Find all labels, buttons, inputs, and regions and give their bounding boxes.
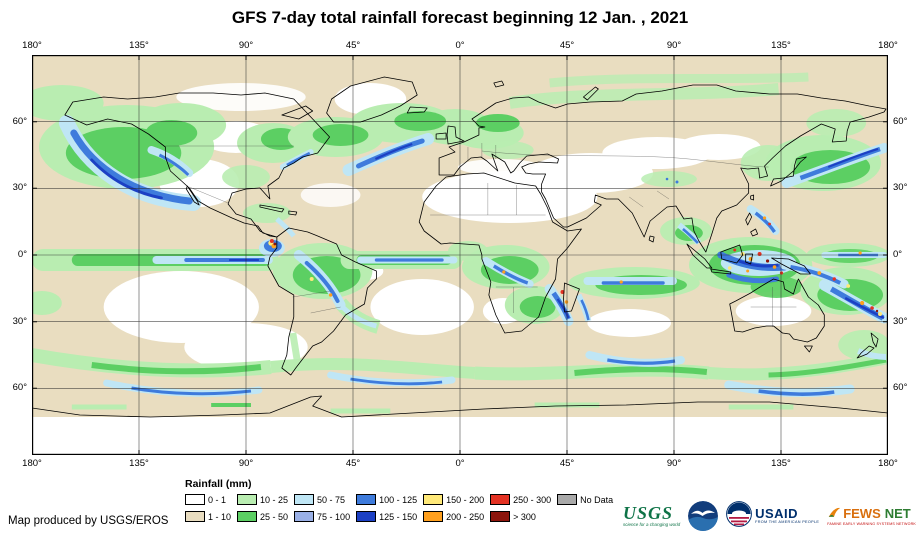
lat-tick-label: 30° (893, 315, 908, 327)
legend-label: 250 - 300 (513, 494, 552, 505)
usaid-emblem-icon (726, 500, 752, 532)
lat-tick-label: 30° (12, 315, 27, 327)
credit-text: Map produced by USGS/EROS (8, 515, 169, 527)
lon-tick-label: 180° (878, 458, 898, 469)
legend-item: 75 - 100 (294, 510, 350, 523)
usaid-logo: USAID FROM THE AMERICAN PEOPLE (726, 500, 820, 532)
legend-swatch (237, 511, 258, 522)
legend-item: 25 - 50 (237, 510, 288, 523)
lat-tick-label: 0° (893, 249, 903, 260)
legend-item: 1 - 10 (185, 510, 231, 523)
legend-swatch (294, 511, 315, 522)
lat-tick-label: 0° (17, 249, 27, 260)
lon-tick-label: 90° (666, 40, 682, 51)
lon-tick-label: 135° (771, 40, 791, 51)
world-map-svg (32, 55, 888, 455)
coastlines (32, 76, 888, 418)
country-borders (165, 143, 797, 327)
legend-label: 0 - 1 (208, 494, 227, 505)
lat-tick-label: 60° (12, 115, 27, 127)
legend-label: 200 - 250 (446, 511, 485, 522)
legend-swatch (356, 511, 377, 522)
legend-swatch (185, 511, 205, 522)
legend-item: 250 - 300 (490, 493, 551, 506)
legend-title: Rainfall (mm) (185, 478, 252, 490)
legend-swatch (557, 494, 578, 505)
logo-strip: USGS science for a changing world (623, 496, 916, 536)
lon-tick-label: 180° (878, 40, 898, 51)
lat-axis-right: 60° 30° 0° 30° 60° (890, 55, 918, 455)
legend-label: 100 - 125 (379, 494, 418, 505)
page-title: GFS 7-day total rainfall forecast beginn… (231, 8, 689, 27)
legend-item: 150 - 200 (423, 493, 484, 506)
lon-tick-label: 45° (345, 458, 361, 469)
rainfall-green-zones (32, 72, 888, 414)
lon-tick-label: 45° (345, 40, 361, 51)
lon-tick-label: 90° (666, 458, 682, 469)
map-frame-border (32, 55, 888, 455)
lon-tick-label: 180° (22, 458, 42, 469)
legend-item: 125 - 150 (356, 510, 417, 523)
legend-item: 100 - 125 (356, 493, 417, 506)
lon-axis-bottom: 180° 135° 90° 45° 0° 45° 90° 135° 180° (22, 458, 898, 470)
lat-tick-label: 30° (12, 182, 27, 194)
legend-label: 10 - 25 (260, 494, 289, 505)
legend-label: 25 - 50 (260, 511, 289, 522)
lon-tick-label: 45° (559, 458, 575, 469)
fewsnet-wordmark-fews: FEWS (843, 505, 881, 521)
legend-label: 150 - 200 (446, 494, 485, 505)
legend-swatch (423, 511, 444, 522)
legend-item: 50 - 75 (294, 493, 350, 506)
lon-tick-label: 180° (22, 40, 42, 51)
noaa-logo-icon (688, 501, 719, 531)
legend-swatch (423, 494, 444, 505)
lat-tick-label: 60° (893, 382, 908, 394)
lon-tick-label: 45° (559, 40, 575, 51)
usgs-logo: USGS science for a changing world (623, 504, 680, 528)
legend-label: 125 - 150 (379, 511, 418, 522)
lon-axis-top: 180° 135° 90° 45° 0° 45° 90° 135° 180° (22, 40, 898, 52)
lon-tick-label: 135° (129, 40, 149, 51)
usaid-tagline: FROM THE AMERICAN PEOPLE (755, 520, 820, 525)
legend-item: 200 - 250 (423, 510, 484, 523)
lat-tick-label: 60° (12, 382, 27, 394)
legend-swatch (294, 494, 315, 505)
legend-label: No Data (580, 494, 614, 505)
lon-tick-label: 0° (455, 40, 465, 51)
world-map (32, 55, 888, 455)
usgs-tagline: science for a changing world (623, 522, 681, 528)
legend-item: 0 - 1 (185, 493, 231, 506)
legend-item: > 300 (490, 510, 551, 523)
legend-swatch (356, 494, 377, 505)
legend-label: > 300 (513, 511, 536, 522)
usaid-wordmark: USAID (755, 505, 799, 521)
legend-item: No Data (557, 493, 613, 506)
rainfall-dry-zones (32, 83, 888, 455)
legend-label: 50 - 75 (317, 494, 346, 505)
legend-grid: 0 - 1 1 - 10 10 - 25 25 - 50 50 - 75 75 - 100… (185, 493, 613, 523)
fewsnet-leaf-icon (827, 505, 841, 522)
fewsnet-tagline: FAMINE EARLY WARNING SYSTEMS NETWORK (827, 522, 916, 527)
legend-swatch (185, 494, 205, 505)
lon-tick-label: 135° (129, 458, 149, 469)
fewsnet-wordmark-net: NET (884, 505, 911, 521)
legend-label: 1 - 10 (208, 511, 232, 522)
usgs-wordmark: USGS (623, 503, 674, 524)
legend-swatch (490, 511, 511, 522)
legend-item: 10 - 25 (237, 493, 288, 506)
lon-tick-label: 0° (455, 458, 465, 469)
legend-swatch (237, 494, 258, 505)
lat-tick-label: 60° (893, 115, 908, 127)
fewsnet-logo: FEWS NET FAMINE EARLY WARNING SYSTEMS NE… (827, 505, 916, 527)
lat-tick-label: 30° (893, 182, 908, 194)
legend-swatch (490, 494, 511, 505)
lon-tick-label: 135° (771, 458, 791, 469)
rainfall-heavy-zones (58, 115, 888, 397)
lat-axis-left: 60° 30° 0° 30° 60° (2, 55, 30, 455)
legend: Rainfall (mm) 0 - 1 1 - 10 10 - 25 25 - 50 5… (185, 478, 613, 523)
lon-tick-label: 90° (238, 458, 254, 469)
lon-tick-label: 90° (238, 40, 254, 51)
legend-label: 75 - 100 (317, 511, 351, 522)
